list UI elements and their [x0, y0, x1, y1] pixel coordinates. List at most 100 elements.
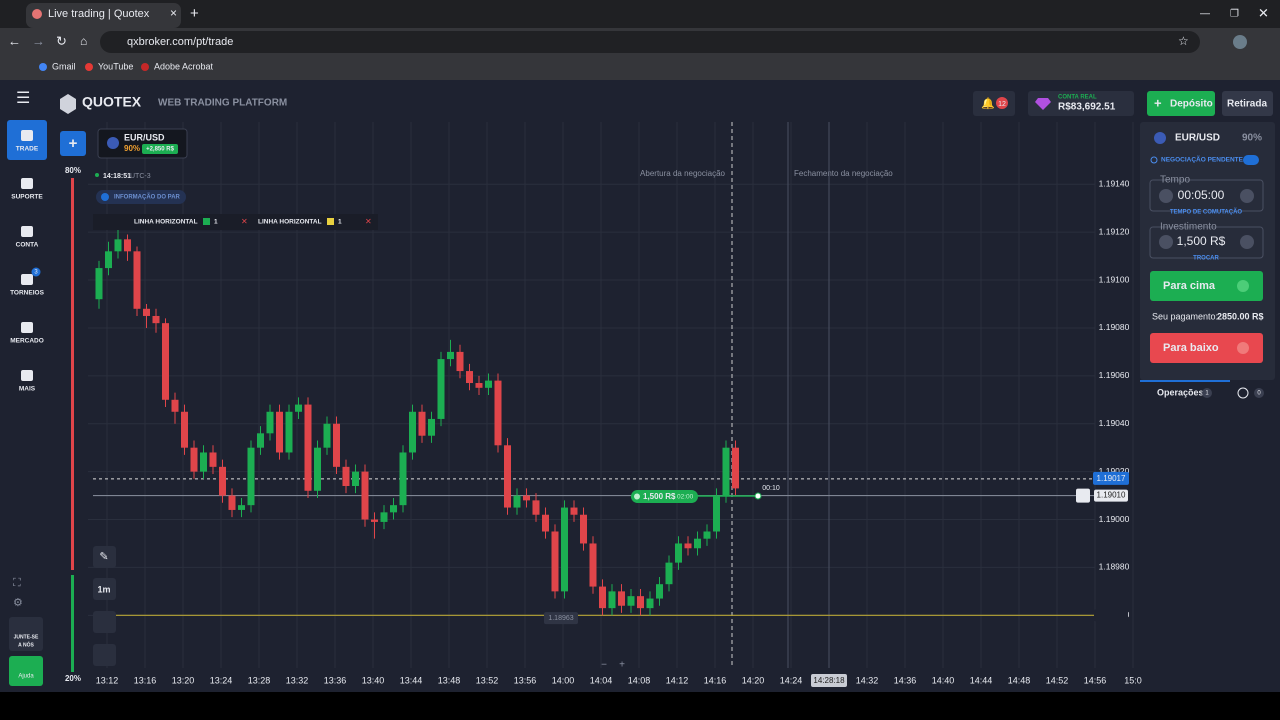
line-label: 1.19010: [1097, 491, 1126, 500]
invest-box[interactable]: [1149, 226, 1264, 259]
candle-body: [219, 466, 226, 496]
bookmark-icon: [85, 63, 93, 71]
add-chart[interactable]: [60, 131, 86, 156]
candle-body: [589, 543, 597, 587]
info-pill[interactable]: [96, 190, 186, 204]
zoom-in[interactable]: +: [619, 660, 625, 671]
menu[interactable]: ☰: [16, 90, 30, 107]
tab-close[interactable]: ×: [170, 6, 177, 20]
maximize[interactable]: ❐: [1230, 9, 1239, 20]
minus[interactable]: [1159, 235, 1173, 249]
operations[interactable]: Operações: [1157, 387, 1204, 397]
percent-bottom: 20%: [65, 674, 81, 683]
profile[interactable]: [1233, 35, 1247, 49]
candle-body: [114, 239, 122, 252]
sell-bar: [71, 178, 74, 570]
nav-icon[interactable]: [21, 178, 33, 189]
candle-body: [646, 598, 654, 609]
line-label-box: [1094, 609, 1128, 622]
remove[interactable]: ✕: [241, 217, 248, 226]
x-tick-label: 14:16: [704, 675, 727, 685]
candle-body: [418, 411, 426, 436]
withdraw-button[interactable]: [1222, 91, 1273, 116]
close[interactable]: ✕: [1258, 5, 1269, 20]
diamond: [1035, 98, 1051, 110]
nav-icon[interactable]: [21, 322, 33, 333]
x-tick-label: 13:28: [248, 675, 271, 685]
candle-body: [551, 531, 559, 592]
omnibox[interactable]: [100, 31, 1200, 53]
minimize[interactable]: —: [1200, 9, 1210, 20]
bookmark[interactable]: YouTube: [98, 61, 133, 71]
x-tick-label: 13:16: [134, 675, 157, 685]
bookmark-star[interactable]: ☆: [1178, 34, 1189, 48]
deposit-button[interactable]: [1147, 91, 1215, 116]
trade-amount: 1,500 R$: [643, 492, 676, 501]
nav-icon[interactable]: [21, 130, 33, 141]
bookmark[interactable]: Gmail: [52, 61, 76, 71]
notifications[interactable]: [973, 91, 1015, 116]
help-button[interactable]: [9, 656, 43, 686]
y-tick-label: 1.19040: [1099, 418, 1130, 428]
trade-pill: [631, 490, 698, 503]
fullscreen[interactable]: ⛶: [13, 577, 21, 589]
tab[interactable]: [26, 3, 181, 28]
candle-body: [532, 500, 540, 515]
x-tick-label: 14:56: [1084, 675, 1107, 685]
nav-icon[interactable]: [21, 274, 33, 285]
draw-tool[interactable]: [93, 546, 116, 568]
forward[interactable]: →: [32, 33, 45, 48]
account-type: CONTA REAL: [1058, 95, 1097, 101]
home[interactable]: ⌂: [80, 34, 87, 48]
clock-icon[interactable]: [1237, 387, 1249, 399]
swap[interactable]: TROCAR: [1193, 256, 1219, 262]
reload[interactable]: ↻: [56, 33, 67, 48]
timezone: UTC-3: [130, 173, 151, 180]
up-button[interactable]: [1150, 271, 1263, 301]
radio[interactable]: [1150, 156, 1158, 164]
deposit: Depósito: [1170, 99, 1213, 110]
bookmark[interactable]: Adobe Acrobat: [154, 61, 214, 71]
indicators[interactable]: [93, 644, 116, 666]
trade-close-label: Fechamento da negociação: [794, 169, 893, 178]
time-switch[interactable]: TEMPO DE COMUTAÇÃO: [1170, 209, 1243, 216]
operations-count: 1: [1205, 391, 1209, 397]
x-tick-label: 13:56: [514, 675, 537, 685]
nav-label: TRADE: [16, 146, 39, 153]
candle-body: [342, 466, 350, 486]
y-tick-label: 1.19060: [1099, 370, 1130, 380]
chart-type[interactable]: [93, 611, 116, 633]
time-box[interactable]: [1149, 179, 1264, 212]
alert-icon[interactable]: [1076, 488, 1090, 503]
minus[interactable]: [1159, 189, 1173, 203]
nav-icon[interactable]: [21, 226, 33, 237]
settings[interactable]: ⚙: [13, 597, 23, 609]
zoom-out[interactable]: −: [601, 660, 607, 671]
plus[interactable]: [1240, 235, 1254, 249]
back[interactable]: ←: [8, 33, 21, 48]
toggle[interactable]: [1243, 155, 1259, 165]
join-box[interactable]: [9, 617, 43, 651]
join: A NÓS: [18, 640, 34, 648]
account[interactable]: [1028, 91, 1134, 116]
candle-body: [390, 505, 397, 513]
x-tick-label: 14:04: [590, 675, 613, 685]
candle-body: [304, 404, 312, 491]
pencil: ✎: [99, 551, 108, 563]
logo: [60, 94, 76, 114]
down-button[interactable]: [1150, 333, 1263, 363]
candle-body: [513, 495, 521, 508]
trade-time: 02:00: [677, 494, 694, 501]
plus[interactable]: [1240, 189, 1254, 203]
drawings-bar: [93, 214, 378, 230]
new-tab[interactable]: +: [190, 5, 199, 22]
plus: +: [69, 135, 78, 152]
remove[interactable]: ✕: [365, 217, 372, 226]
low-marker-box: [544, 612, 578, 625]
candle-body: [428, 418, 435, 436]
nav-icon[interactable]: [21, 370, 33, 381]
flag: [1154, 132, 1166, 144]
candle-body: [314, 447, 321, 491]
low-marker: 1.18963: [548, 615, 573, 622]
timeframe-button[interactable]: [93, 578, 116, 600]
